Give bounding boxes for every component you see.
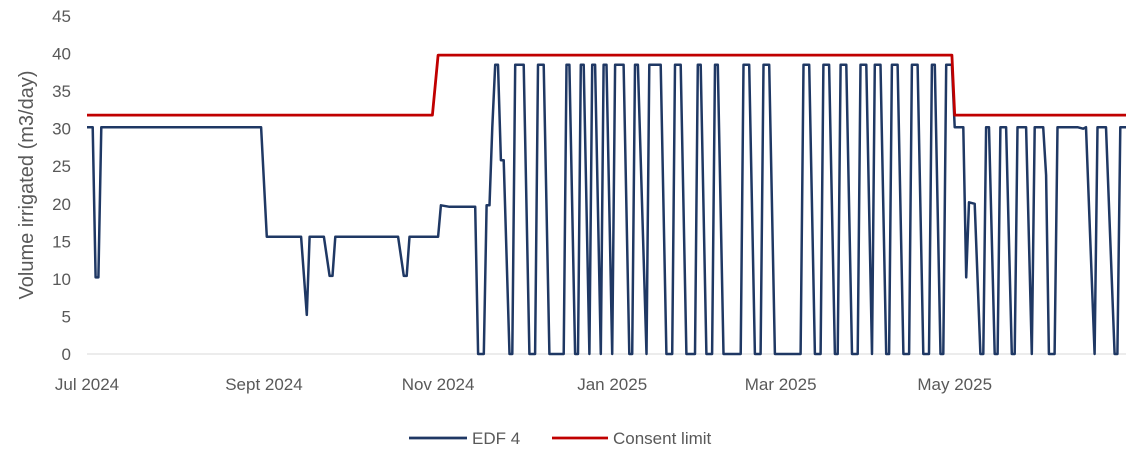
y-tick-label: 20 <box>52 195 71 214</box>
x-axis-ticks: Jul 2024 Sept 2024 Nov 2024 Jan 2025 Mar 202… <box>55 375 992 394</box>
y-tick-label: 30 <box>52 120 71 139</box>
x-tick-label: Nov 2024 <box>402 375 475 394</box>
legend-label: Consent limit <box>613 429 712 448</box>
x-tick-label: Sept 2024 <box>225 375 303 394</box>
y-axis-ticks: 0 5 10 15 20 25 30 35 40 45 <box>52 7 71 364</box>
x-tick-label: Jan 2025 <box>577 375 647 394</box>
y-tick-label: 25 <box>52 157 71 176</box>
series-line-edf-4 <box>87 63 1126 356</box>
legend: EDF 4 Consent limit <box>409 429 712 448</box>
series-line-consent-limit <box>87 53 1126 117</box>
y-tick-label: 5 <box>62 307 71 326</box>
y-tick-label: 10 <box>52 270 71 289</box>
y-axis-label: Volume irrigated (m3/day) <box>16 71 38 300</box>
x-tick-label: Mar 2025 <box>745 375 817 394</box>
y-tick-label: 35 <box>52 82 71 101</box>
y-tick-label: 0 <box>62 345 71 364</box>
y-tick-label: 40 <box>52 45 71 64</box>
y-tick-label: 45 <box>52 7 71 26</box>
y-tick-label: 15 <box>52 232 71 251</box>
x-tick-label: Jul 2024 <box>55 375 119 394</box>
series-layer <box>87 53 1126 356</box>
legend-label: EDF 4 <box>472 429 520 448</box>
x-tick-label: May 2025 <box>917 375 992 394</box>
